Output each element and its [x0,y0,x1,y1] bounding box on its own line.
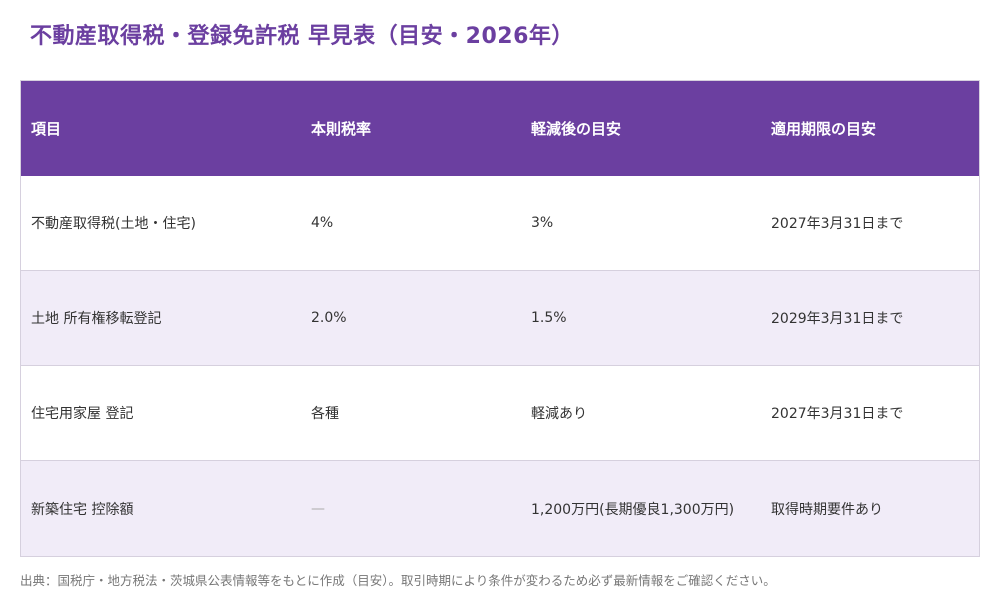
header-item: 項目 [31,120,62,138]
cell-reduced-rate: 3% [531,215,554,231]
cell-reduced-rate: 1,200万円(長期優良1,300万円) [531,501,735,518]
header-deadline: 適用期限の目安 [771,120,877,138]
cell-item: 住宅用家屋 登記 [31,406,134,422]
table-row: 土地 所有権移転登記 2.0% 1.5% 2029年3月31日まで [21,271,979,366]
cell-base-rate: 4% [311,215,334,231]
cell-base-rate: — [311,500,325,517]
table-row: 新築住宅 控除額 — 1,200万円(長期優良1,300万円) 取得時期要件あり [21,461,979,556]
cell-deadline: 2029年3月31日まで [771,311,904,327]
header-reduced-rate: 軽減後の目安 [531,120,622,138]
table-row: 不動産取得税(土地・住宅) 4% 3% 2027年3月31日まで [21,176,979,271]
cell-deadline: 2027年3月31日まで [771,216,904,232]
cell-reduced-rate: 軽減あり [531,406,587,422]
header-base-rate: 本則税率 [311,120,372,138]
cell-deadline: 取得時期要件あり [771,501,883,518]
cell-reduced-rate: 1.5% [531,310,567,326]
cell-deadline: 2027年3月31日まで [771,406,904,422]
cell-item: 新築住宅 控除額 [31,501,134,518]
cell-item: 不動産取得税(土地・住宅) [31,216,196,232]
cell-item: 土地 所有権移転登記 [31,311,162,327]
cell-base-rate: 2.0% [311,310,347,326]
table-header-row: 項目 本則税率 軽減後の目安 適用期限の目安 [21,81,979,176]
table-row: 住宅用家屋 登記 各種 軽減あり 2027年3月31日まで [21,366,979,461]
tax-table: 項目 本則税率 軽減後の目安 適用期限の目安 不動産取得税(土地・住宅) 4% … [20,80,980,557]
source-note: 出典：国税庁・地方税法・茨城県公表情報等をもとに作成（目安）。取引時期により条件… [20,573,776,588]
cell-base-rate: 各種 [311,406,339,422]
page-title: 不動産取得税・登録免許税 早見表（目安・2026年） [30,24,574,49]
